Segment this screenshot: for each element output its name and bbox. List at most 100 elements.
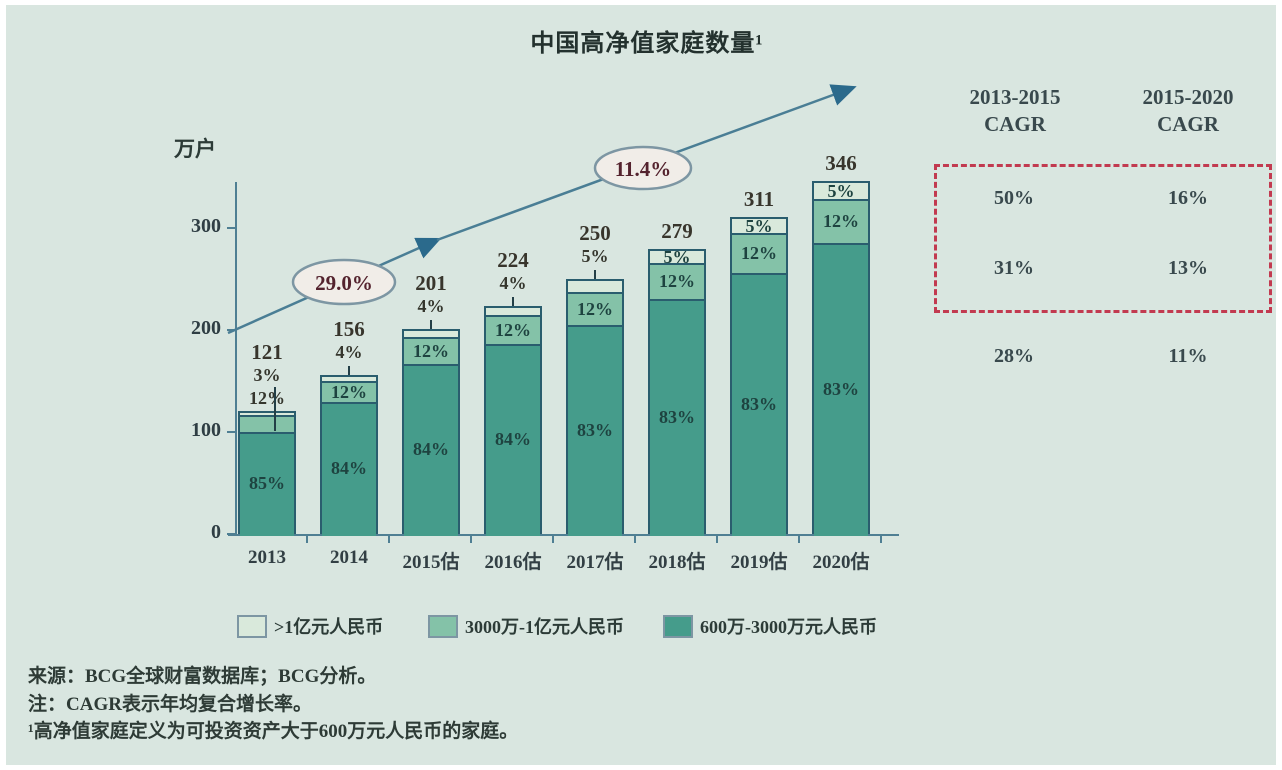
- cagr-row3-col1: 28%: [994, 345, 1034, 367]
- bar-pct-label: 4%: [499, 273, 527, 293]
- bar-pct-label: 3%: [253, 365, 281, 385]
- bar-pct-label: 5%: [581, 246, 609, 266]
- bar-labels-2018估: 279: [633, 220, 721, 243]
- bar-labels-2014: 156 4%: [305, 318, 393, 364]
- cagr-row2-col2: 13%: [1168, 257, 1208, 279]
- bar-2019估: 5% 12% 83%: [730, 216, 788, 536]
- bar-total-label: 224: [497, 248, 529, 272]
- x-label-2016估: 2016估: [484, 552, 542, 573]
- y-tick-label: 100: [191, 419, 221, 441]
- y-tick-label: 0: [211, 521, 221, 543]
- bar-total-label: 346: [825, 151, 857, 175]
- cagr-col1-header: 2013-2015 CAGR: [969, 85, 1061, 136]
- legend-label: >1亿元人民币: [274, 617, 384, 637]
- bar-pct-label: 4%: [335, 342, 363, 362]
- label-pointer-tick: [348, 366, 350, 375]
- legend-label: 600万-3000万元人民币: [700, 617, 877, 637]
- x-tick-mark: [798, 536, 800, 543]
- x-tick-mark: [388, 536, 390, 543]
- bar-pct-label: 4%: [417, 296, 445, 316]
- bar-2013: 85%: [238, 411, 296, 536]
- segment-6m-30m-label: 84%: [413, 439, 449, 459]
- cagr-col2-header: 2015-2020 CAGR: [1142, 85, 1234, 136]
- y-tick-label: 200: [191, 317, 221, 339]
- label-pointer-line: [274, 387, 276, 431]
- bar-total-label: 279: [661, 219, 693, 243]
- segment-6m-30m: [568, 325, 622, 536]
- segment-6m-30m: [814, 243, 868, 536]
- segment-6m-30m-label: 83%: [577, 419, 613, 440]
- segment-30m-100m: [240, 417, 294, 432]
- segment-30m-100m: [404, 339, 458, 364]
- footnote-note: 注：CAGR表示年均复合增长率。: [28, 694, 312, 715]
- bar-2020估: 5% 12% 83%: [812, 181, 870, 536]
- segment-over-100m-label: 5%: [827, 181, 855, 201]
- infographic-canvas: 中国高净值家庭数量¹ 万户 0 100 200 300 85% 121 3% 12% 12% 8…: [6, 5, 1276, 765]
- segment-30m-100m-label: 12%: [577, 298, 613, 319]
- cagr-row1-col2: 16%: [1168, 187, 1208, 209]
- legend-item-0: >1亿元人民币: [237, 613, 383, 639]
- footnote-definition: ¹高净值家庭定义为可投资资产大于600万元人民币的家庭。: [28, 721, 519, 742]
- segment-6m-30m-label: 84%: [495, 429, 531, 449]
- segment-30m-100m-label: 12%: [331, 381, 367, 402]
- bar-labels-2013: 121 3% 12%: [223, 341, 311, 410]
- segment-6m-30m-label: 85%: [249, 473, 285, 493]
- bar-labels-2020估: 346: [797, 152, 885, 175]
- segment-30m-100m: [322, 383, 376, 402]
- bar-2014: 12% 84%: [320, 375, 378, 536]
- segment-over-100m-label: 5%: [663, 247, 691, 267]
- bar-total-label: 156: [333, 317, 365, 341]
- segment-30m-100m-label: 12%: [495, 319, 531, 340]
- segment-over-100m: [486, 308, 540, 317]
- segment-over-100m: [240, 413, 294, 417]
- bar-total-label: 250: [579, 221, 611, 245]
- segment-over-100m: [568, 281, 622, 294]
- bar-pct-label: 12%: [249, 388, 285, 408]
- x-tick-mark: [880, 536, 882, 543]
- segment-30m-100m: [486, 317, 540, 344]
- segment-over-100m: [322, 377, 376, 383]
- segment-over-100m-label: 5%: [745, 216, 773, 236]
- segment-30m-100m: [732, 235, 786, 273]
- segment-30m-100m: [568, 294, 622, 325]
- bar-2018估: 5% 12% 83%: [648, 247, 706, 536]
- x-label-2014: 2014: [330, 547, 368, 568]
- segment-30m-100m-label: 12%: [741, 243, 777, 263]
- page-title: 中国高净值家庭数量¹: [530, 31, 764, 57]
- segment-6m-30m-label: 83%: [823, 378, 859, 399]
- cagr-bubble-1: [291, 258, 397, 306]
- x-label-2015估: 2015估: [402, 552, 460, 573]
- x-axis-line: [228, 534, 899, 536]
- bar-labels-2016估: 224 4%: [469, 249, 557, 295]
- bar-labels-2017估: 250 5%: [551, 222, 639, 268]
- label-pointer-tick: [594, 270, 596, 279]
- y-tick-mark: [227, 329, 236, 331]
- bar-total-label: 201: [415, 271, 447, 295]
- bar-total-label: 121: [251, 340, 283, 364]
- cagr-row2-col1: 31%: [994, 257, 1034, 279]
- cagr-highlight-box: [934, 164, 1272, 313]
- x-tick-mark: [470, 536, 472, 543]
- legend-item-1: 3000万-1亿元人民币: [428, 613, 624, 639]
- chart-legend: >1亿元人民币 3000万-1亿元人民币 600万-3000万元人民币: [6, 609, 1276, 645]
- cagr-row1-col1: 50%: [994, 187, 1034, 209]
- segment-30m-100m-label: 12%: [823, 211, 859, 231]
- footnote-source: 来源：BCG全球财富数据库；BCG分析。: [28, 666, 377, 687]
- segment-over-100m: [650, 251, 704, 265]
- bar-2017估: 12% 83%: [566, 279, 624, 536]
- legend-swatch-icon: [428, 614, 458, 638]
- bar-2015估: 12% 84%: [402, 329, 460, 536]
- y-tick-label: 300: [191, 215, 221, 237]
- x-tick-mark: [552, 536, 554, 543]
- segment-30m-100m: [650, 265, 704, 299]
- x-label-2018估: 2018估: [648, 552, 706, 573]
- x-tick-mark: [634, 536, 636, 543]
- segment-6m-30m: [240, 432, 294, 536]
- cagr-bubble-2-label: 11.4%: [615, 157, 672, 181]
- segment-6m-30m: [404, 364, 458, 536]
- segment-6m-30m: [322, 402, 376, 536]
- bar-2016估: 12% 84%: [484, 306, 542, 536]
- legend-swatch-icon: [663, 614, 693, 638]
- x-label-2017估: 2017估: [566, 552, 624, 573]
- cagr-bubble-1-label: 29.0%: [315, 271, 373, 295]
